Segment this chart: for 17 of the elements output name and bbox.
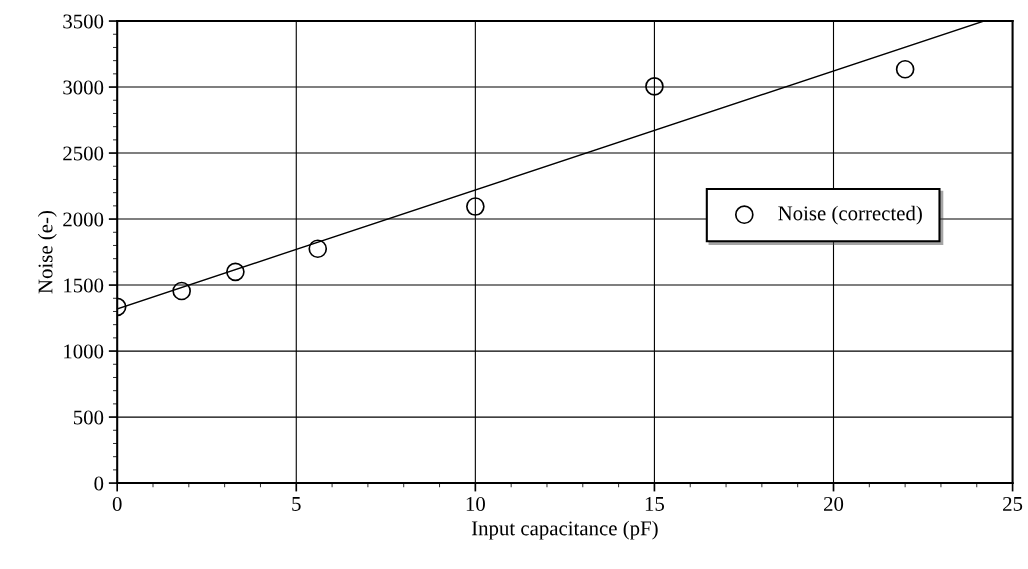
x-axis-title: Input capacitance (pF) — [471, 520, 658, 540]
x-tick-label: 10 — [466, 496, 485, 511]
y-tick-label: 3000 — [63, 80, 104, 95]
legend-label: Noise (corrected) — [778, 205, 922, 225]
x-tick-label: 15 — [645, 496, 665, 511]
x-tick-label: 5 — [292, 497, 301, 511]
x-tick-label: 25 — [1003, 496, 1023, 511]
y-tick-label: 3500 — [63, 14, 104, 29]
y-tick-label: 500 — [73, 410, 104, 425]
y-tick-label: 1500 — [64, 278, 104, 293]
y-tick-label: 2000 — [63, 212, 104, 227]
y-tick-label: 0 — [94, 476, 104, 491]
x-tick-label: 20 — [824, 496, 844, 511]
y-tick-label: 2500 — [63, 146, 104, 161]
x-tick-label: 0 — [112, 496, 122, 511]
y-tick-label: 1000 — [64, 344, 104, 359]
y-axis-title: Noise (e-) — [37, 211, 57, 294]
